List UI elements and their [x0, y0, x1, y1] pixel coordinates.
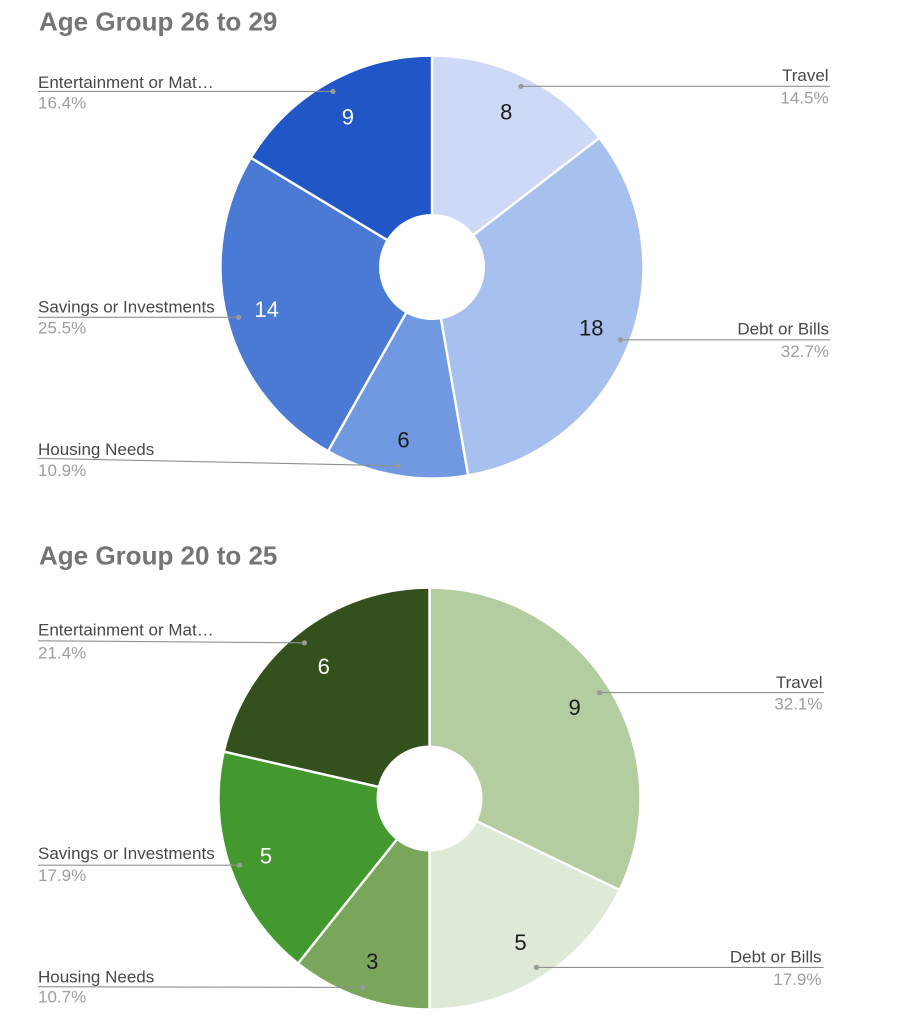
- svg-text:17.9%: 17.9%: [38, 866, 86, 885]
- svg-text:Debt or Bills: Debt or Bills: [730, 948, 822, 967]
- svg-text:Age Group 20 to 25: Age Group 20 to 25: [39, 541, 277, 571]
- svg-text:Debt or Bills: Debt or Bills: [737, 320, 829, 339]
- svg-text:14.5%: 14.5%: [780, 88, 828, 107]
- svg-text:32.1%: 32.1%: [774, 695, 822, 714]
- svg-text:Entertainment or Mat…: Entertainment or Mat…: [38, 621, 214, 640]
- svg-text:6: 6: [318, 654, 330, 679]
- svg-text:9: 9: [342, 105, 354, 130]
- svg-text:Entertainment or Mat…: Entertainment or Mat…: [38, 73, 214, 92]
- svg-text:9: 9: [568, 695, 580, 720]
- svg-text:14: 14: [254, 297, 278, 322]
- svg-text:Savings or Investments: Savings or Investments: [38, 844, 215, 863]
- svg-text:21.4%: 21.4%: [38, 644, 86, 663]
- svg-text:Age Group 26 to 29: Age Group 26 to 29: [39, 7, 277, 37]
- svg-text:Travel: Travel: [776, 673, 823, 692]
- svg-text:Savings or Investments: Savings or Investments: [38, 298, 215, 317]
- svg-text:8: 8: [500, 99, 512, 124]
- svg-text:25.5%: 25.5%: [38, 319, 86, 338]
- svg-text:16.4%: 16.4%: [38, 94, 86, 113]
- svg-text:Housing Needs: Housing Needs: [38, 440, 154, 459]
- svg-text:10.7%: 10.7%: [38, 988, 86, 1007]
- svg-text:3: 3: [366, 949, 378, 974]
- svg-text:17.9%: 17.9%: [773, 970, 821, 989]
- svg-text:6: 6: [397, 428, 409, 453]
- svg-text:Housing Needs: Housing Needs: [38, 968, 154, 987]
- svg-text:Travel: Travel: [782, 66, 829, 85]
- svg-text:32.7%: 32.7%: [781, 342, 829, 361]
- svg-text:18: 18: [579, 316, 603, 341]
- svg-text:10.9%: 10.9%: [38, 461, 86, 480]
- svg-text:5: 5: [514, 930, 526, 955]
- svg-text:5: 5: [260, 844, 272, 869]
